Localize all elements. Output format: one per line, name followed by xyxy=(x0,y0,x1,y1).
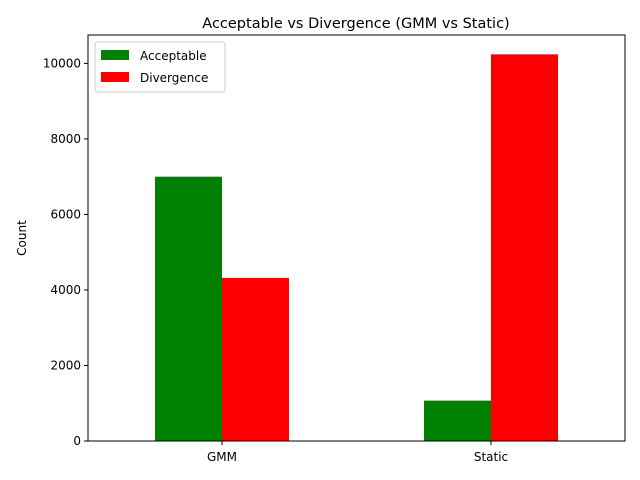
legend: Acceptable Divergence xyxy=(94,41,226,93)
y-axis: 0 2000 4000 6000 8000 10000 xyxy=(43,56,88,448)
y-tick-label: 4000 xyxy=(50,283,81,297)
legend-label-divergence: Divergence xyxy=(140,71,208,85)
x-axis: GMM Static xyxy=(207,441,508,464)
bars-group xyxy=(155,54,558,442)
legend-swatch-acceptable xyxy=(101,50,129,60)
bar-acceptable-gmm xyxy=(155,176,222,442)
bar-divergence-static xyxy=(491,54,558,441)
x-tick-label: Static xyxy=(474,450,508,464)
y-tick-label: 6000 xyxy=(50,207,81,221)
y-axis-label: Count xyxy=(15,220,29,256)
y-tick-label: 2000 xyxy=(50,358,81,372)
y-tick-label: 0 xyxy=(73,434,81,448)
legend-swatch-divergence xyxy=(101,72,129,82)
legend-label-acceptable: Acceptable xyxy=(140,49,207,63)
y-tick-label: 10000 xyxy=(43,56,81,70)
chart-title: Acceptable vs Divergence (GMM vs Static) xyxy=(202,16,509,32)
plot-frame xyxy=(87,34,626,442)
x-tick-label: GMM xyxy=(207,450,237,464)
y-tick-label: 8000 xyxy=(50,132,81,146)
bar-acceptable-static xyxy=(424,400,491,441)
bar-divergence-gmm xyxy=(222,277,289,441)
